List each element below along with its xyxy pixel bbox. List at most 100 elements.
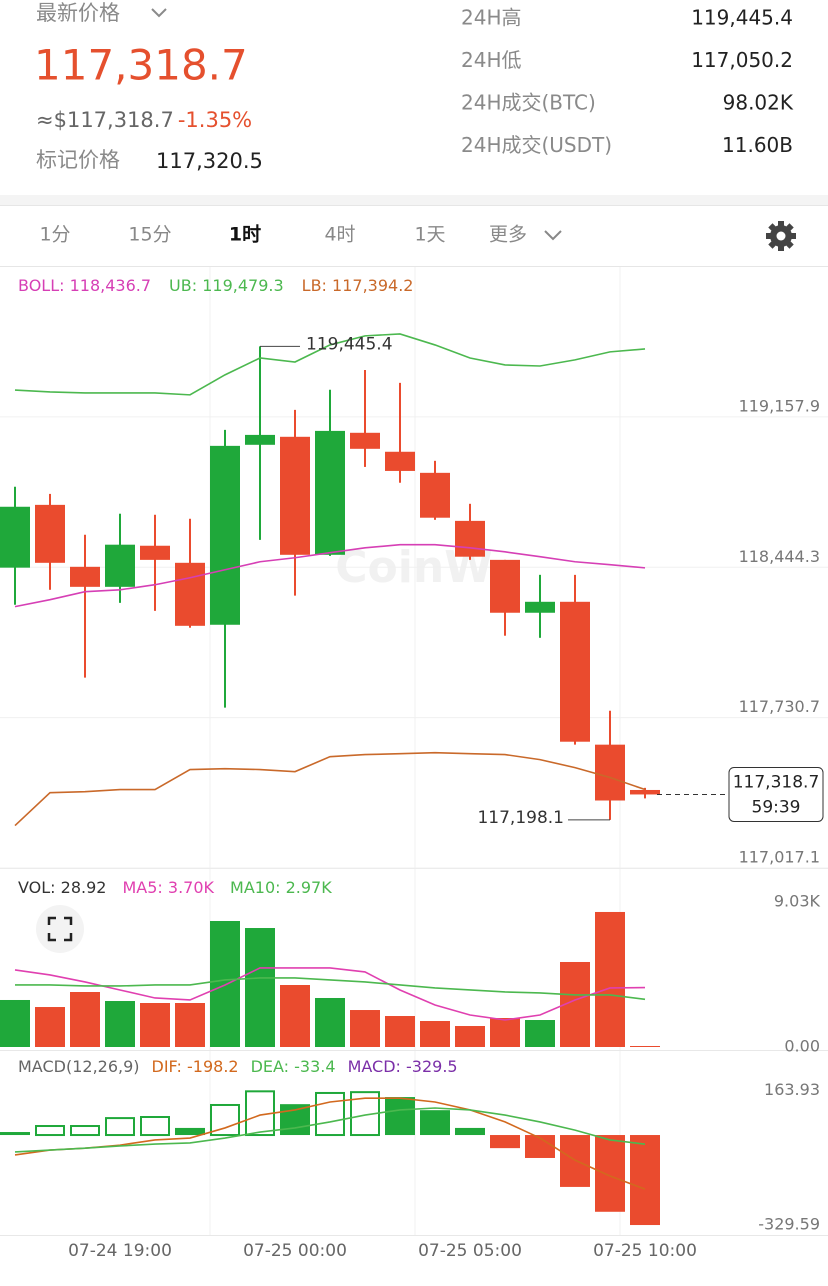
gear-hole[interactable] <box>776 231 786 241</box>
tabs: 1分 15分 1时 4时 1天 <box>39 224 445 246</box>
legend-title: MACD(12,26,9) <box>18 1057 140 1076</box>
stat-value: 117,050.2 <box>691 48 793 72</box>
legend-value: 118,436.7 <box>70 276 151 295</box>
stat-value: 11.60B <box>722 133 793 157</box>
legend-value: 3.70K <box>168 878 215 897</box>
macd-bar <box>315 1091 345 1137</box>
legend-name: VOL <box>18 878 50 897</box>
fullscreen-icon[interactable] <box>47 916 73 942</box>
legend-value: -33.4 <box>294 1057 335 1076</box>
boll-line <box>14 543 646 608</box>
legend-name: LB <box>302 276 322 295</box>
low-label: 117,198.1 <box>477 808 564 828</box>
legend-name: MA10 <box>230 878 275 897</box>
y-tick-label: 117,017.1 <box>739 848 820 867</box>
macd-bar <box>455 1127 485 1136</box>
stat-label: 24H高 <box>461 6 522 30</box>
volume-bar <box>595 911 625 1047</box>
macd-bar <box>0 1132 30 1136</box>
candle-body <box>420 472 450 518</box>
macd-bar <box>595 1135 625 1212</box>
candle-body <box>630 789 660 795</box>
legend-name: MA5 <box>122 878 157 897</box>
macd-bar <box>175 1127 205 1136</box>
plot: 119,157.9 118,444.3 117,730.7 117,017.1 BOLL… <box>0 276 828 1261</box>
legend-name: UB <box>169 276 192 295</box>
x-tick-label: 07-25 05:00 <box>418 1241 522 1261</box>
candle-body <box>595 744 625 801</box>
volume-bar <box>0 999 30 1047</box>
usd-price: ≈$117,318.7 -1.35% <box>36 108 252 132</box>
volume-bar <box>245 928 275 1047</box>
stat-value: 98.02K <box>723 91 794 115</box>
volume-bar <box>70 992 100 1047</box>
legend-sep: : <box>177 1057 187 1076</box>
tab[interactable]: 1分 <box>39 224 70 246</box>
tab[interactable]: 4时 <box>324 224 355 246</box>
candle-body <box>175 562 205 626</box>
macd-line <box>14 1097 646 1190</box>
candle-body <box>315 430 345 555</box>
legend-name: DEA <box>251 1057 284 1076</box>
candle-body <box>35 504 65 563</box>
legend-name: BOLL <box>18 276 59 295</box>
volume-bar <box>105 1001 135 1047</box>
legend-sep: : <box>59 276 69 295</box>
candle-body <box>385 451 415 471</box>
boll-line <box>14 751 646 827</box>
y-tick-label: 163.93 <box>764 1080 820 1099</box>
candle-body <box>560 601 590 742</box>
more-tab[interactable]: 更多 <box>489 224 527 246</box>
legend-sep: : <box>322 276 332 295</box>
legend-value: 28.92 <box>61 878 107 897</box>
macd-bar <box>140 1116 170 1137</box>
legend: VOL: 28.92 MA5: 3.70K MA10: 2.97K <box>18 878 332 897</box>
tab[interactable]: 1天 <box>414 224 445 246</box>
volume-bar <box>350 1010 380 1047</box>
macd-bar <box>525 1135 555 1158</box>
stat-label: 24H成交(BTC) <box>461 91 596 115</box>
volume-bar <box>420 1021 450 1047</box>
mark-label: 标记价格 <box>36 148 120 172</box>
legend-value: 119,479.3 <box>202 276 283 295</box>
volume-bar <box>455 1026 485 1047</box>
chevron[interactable] <box>544 230 562 241</box>
candle-body <box>140 545 170 560</box>
legend-sep: : <box>192 276 202 295</box>
last-price: 117,318.7 <box>34 41 248 90</box>
y-tick-label: 117,730.7 <box>739 697 820 716</box>
legend-value: -329.5 <box>406 1057 458 1076</box>
settings-icon[interactable] <box>760 215 802 257</box>
volume-bar <box>210 920 240 1047</box>
fullscreen-button[interactable] <box>36 905 84 953</box>
legend-value: 2.97K <box>286 878 333 897</box>
legend-sep: : <box>157 878 167 897</box>
macd-bar <box>385 1097 415 1136</box>
usd: ≈$117,318.7 <box>36 108 174 132</box>
button-bg[interactable] <box>36 905 84 953</box>
macd-bar <box>210 1103 240 1137</box>
tab[interactable]: 15分 <box>128 224 171 246</box>
legend-sep: : <box>50 878 60 897</box>
legend-value: -198.2 <box>187 1057 239 1076</box>
candle-body <box>455 520 485 557</box>
boll-line <box>14 333 646 396</box>
last-price-label: 117,318.7 <box>733 772 820 792</box>
y-tick-label: -329.59 <box>758 1215 820 1234</box>
y-tick-label: 0.00 <box>784 1037 820 1056</box>
legend: MACD(12,26,9) DIF: -198.2 DEA: -33.4 MACD: … <box>18 1057 458 1076</box>
candle-body <box>105 544 135 587</box>
volume-bar <box>525 1020 555 1047</box>
legend-name: DIF <box>152 1057 178 1076</box>
gear-teeth[interactable] <box>766 221 796 251</box>
candle-body <box>0 506 30 568</box>
legend: BOLL: 118,436.7 UB: 119,479.3 LB: 117,394.… <box>18 276 413 295</box>
candle-body <box>280 436 310 555</box>
candle-body <box>210 445 240 625</box>
macd-bar <box>70 1125 100 1137</box>
chevron <box>151 8 167 18</box>
tab[interactable]: 1时 <box>229 224 261 246</box>
legend-sep: : <box>396 1057 406 1076</box>
